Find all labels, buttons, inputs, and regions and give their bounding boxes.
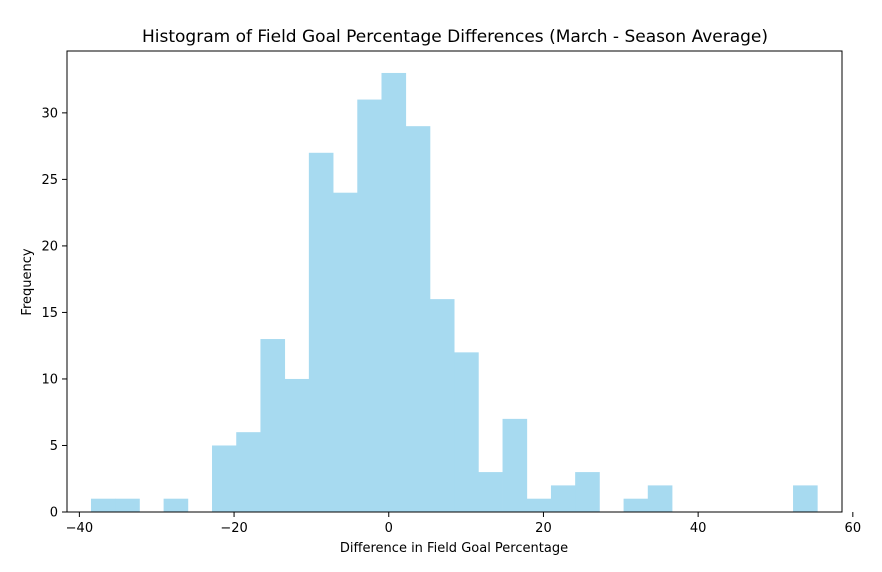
x-axis-ticks: −40 −20 0 20 40 60 [66, 512, 861, 536]
histogram-bar [163, 498, 189, 512]
x-tick-label: −20 [220, 521, 247, 536]
histogram-bar [357, 99, 382, 512]
y-tick-label: 5 [50, 439, 58, 454]
histogram-bar [429, 299, 455, 512]
x-tick-label: 0 [385, 521, 393, 536]
y-tick-label: 30 [41, 106, 58, 121]
histogram-bar [405, 126, 431, 512]
histogram-bar [333, 192, 358, 513]
histogram-bar [381, 72, 407, 512]
histogram-bar [115, 498, 140, 512]
histogram-bar [284, 378, 310, 512]
histogram-bar [502, 418, 528, 512]
histogram-bar [478, 472, 503, 512]
x-tick-label: 60 [845, 521, 862, 536]
histogram-bar [623, 498, 649, 512]
chart-title: Histogram of Field Goal Percentage Diffe… [142, 27, 768, 47]
y-tick-label: 15 [41, 306, 58, 321]
y-tick-label: 10 [41, 372, 58, 387]
x-tick-label: 40 [690, 521, 707, 536]
plot-frame [66, 50, 843, 513]
y-axis-label: Frequency [20, 248, 35, 315]
histogram-bar [454, 352, 479, 512]
histogram-bar [550, 485, 576, 512]
histogram-bar [308, 152, 334, 512]
y-tick-label: 25 [41, 173, 58, 188]
histogram-bar [236, 432, 261, 512]
histogram-bar [260, 339, 286, 512]
x-axis-label: Difference in Field Goal Percentage [340, 541, 568, 556]
y-tick-label: 20 [41, 239, 58, 254]
histogram-bar [526, 498, 552, 512]
histogram-bar [90, 498, 116, 512]
y-tick-label: 0 [50, 506, 58, 521]
x-tick-label: 20 [535, 521, 552, 536]
bars-group [90, 72, 818, 513]
histogram-bar [575, 472, 600, 512]
y-axis-ticks: 0 5 10 15 20 25 30 [41, 106, 67, 521]
histogram-bar [647, 485, 673, 512]
histogram-bar [793, 485, 818, 512]
x-tick-label: −40 [66, 521, 93, 536]
histogram-bar [212, 445, 237, 512]
